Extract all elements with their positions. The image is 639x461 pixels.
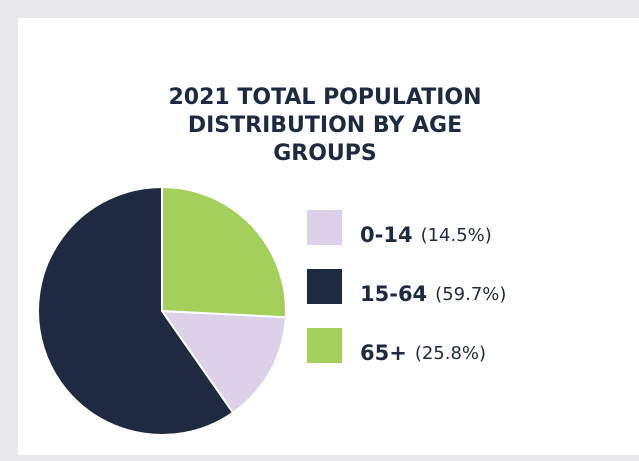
legend-swatch xyxy=(307,269,342,304)
legend-label: 15-64 xyxy=(360,282,427,306)
legend-value: (59.7%) xyxy=(435,284,506,305)
legend-swatch xyxy=(307,210,342,245)
pie-slice xyxy=(161,185,287,319)
legend-label: 65+ xyxy=(360,341,407,365)
pie-slice xyxy=(37,185,235,436)
pie-slice xyxy=(160,309,287,415)
legend-value: (25.8%) xyxy=(415,343,486,364)
legend-label: 0-14 xyxy=(360,223,413,247)
legend-value: (14.5%) xyxy=(421,225,492,246)
legend-swatch xyxy=(307,328,342,363)
chart-title: 2021 TOTAL POPULATION DISTRIBUTION BY AG… xyxy=(168,85,482,166)
